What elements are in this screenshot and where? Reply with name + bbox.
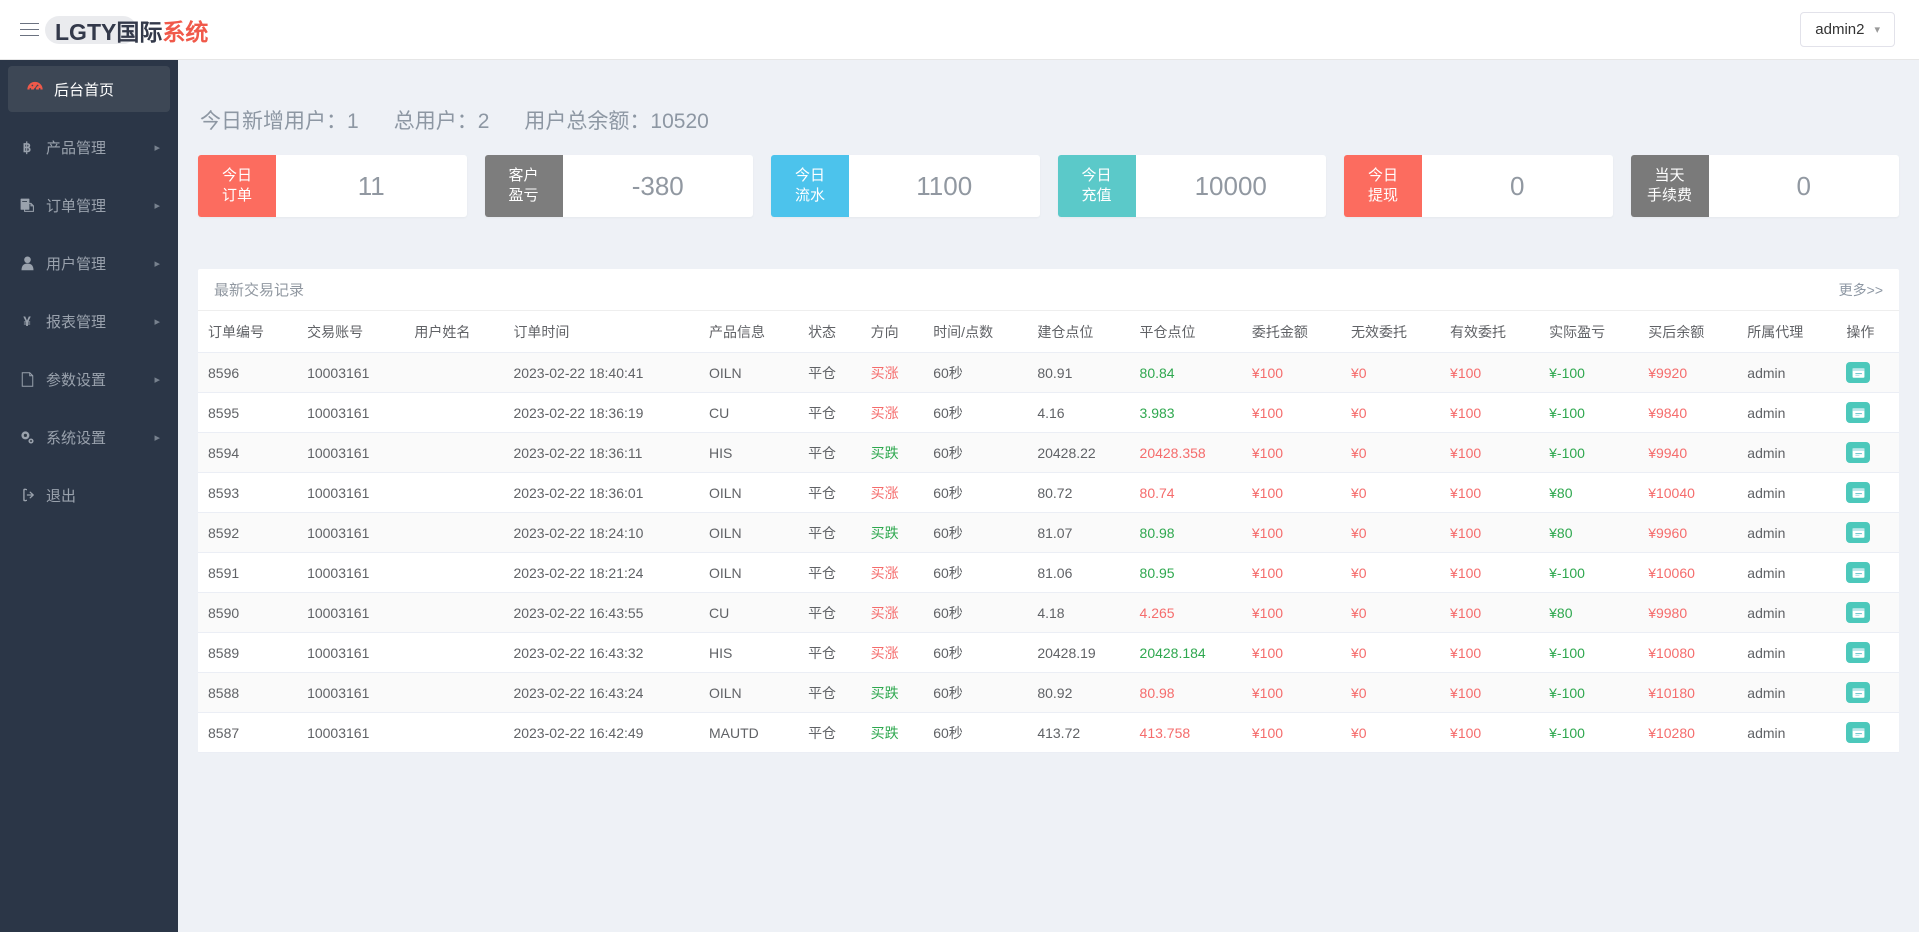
svg-text:฿: ฿ [23,140,32,155]
svg-text:¥: ¥ [23,314,31,329]
